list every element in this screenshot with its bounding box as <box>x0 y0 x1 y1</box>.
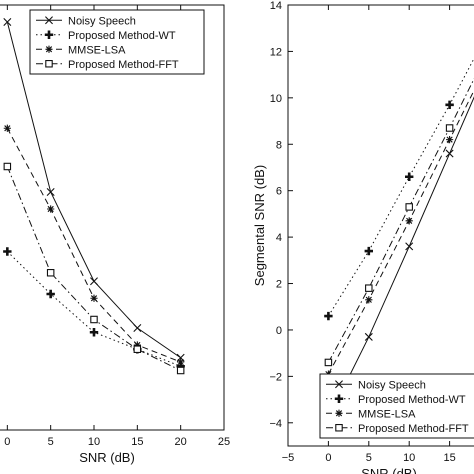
data-point <box>133 324 142 332</box>
data-point <box>177 358 185 366</box>
y-tick-label: 14 <box>270 0 282 12</box>
plot-frame <box>0 4 225 431</box>
legend-label-2: MMSE-LSA <box>68 44 126 56</box>
data-point <box>324 311 333 321</box>
plot-area <box>324 57 474 423</box>
data-point <box>405 203 413 211</box>
series-line-1 <box>327 57 474 317</box>
data-point <box>133 345 142 353</box>
data-point <box>3 18 12 26</box>
data-point <box>3 162 12 171</box>
legend-label-0: Noisy Speech <box>68 15 136 27</box>
legend-label-1: Proposed Method-WT <box>68 30 176 42</box>
x-tick-label: 10 <box>403 452 415 464</box>
y-tick-label: 12 <box>270 46 282 58</box>
data-point <box>46 289 55 299</box>
legend-marker-1 <box>44 30 54 39</box>
data-point <box>90 294 98 302</box>
y-tick-label: 10 <box>270 93 282 105</box>
data-point <box>446 136 454 144</box>
data-point <box>364 246 373 256</box>
x-tick-label: 0 <box>4 436 10 448</box>
data-point <box>47 205 55 213</box>
legend-marker-0 <box>45 16 53 25</box>
x-tick-label: 5 <box>48 436 54 448</box>
y-tick-label: 6 <box>276 186 282 198</box>
y-tick-label: 8 <box>276 139 282 151</box>
legend-marker-1 <box>334 394 344 403</box>
data-point <box>405 217 413 225</box>
x-tick-label: 0 <box>325 452 331 464</box>
series-line-2 <box>6 128 181 363</box>
y-tick-label: 0 <box>276 325 282 337</box>
legend-marker-2 <box>45 45 53 53</box>
legend-label-1: Proposed Method-WT <box>358 394 466 406</box>
data-point <box>3 247 12 256</box>
x-tick-label: 25 <box>218 436 230 448</box>
data-point <box>405 242 414 251</box>
x-tick-label: −5 <box>282 452 295 464</box>
y-tick-label: 2 <box>276 279 282 291</box>
legend-marker-2 <box>335 409 343 417</box>
legend-marker-3 <box>45 59 53 68</box>
legend-marker-3 <box>335 423 343 432</box>
data-point <box>46 188 55 196</box>
y-tick-label: −4 <box>269 418 282 430</box>
series-line-3 <box>327 77 474 363</box>
data-point <box>3 124 11 132</box>
x-tick-label: 15 <box>443 452 455 464</box>
data-point <box>46 268 55 277</box>
plot-area <box>3 18 185 375</box>
y-axis-title: Segmental SNR (dB) <box>252 165 267 286</box>
x-tick-label: 20 <box>175 436 187 448</box>
legend-label-0: Noisy Speech <box>358 379 426 391</box>
data-point <box>133 341 141 349</box>
legend-label-3: Proposed Method-FFT <box>68 59 179 71</box>
data-point <box>365 284 373 292</box>
legend-label-3: Proposed Method-FFT <box>358 423 469 435</box>
data-point <box>365 296 373 304</box>
legend-label-2: MMSE-LSA <box>358 408 416 420</box>
data-point <box>90 315 98 324</box>
x-tick-label: 15 <box>131 436 143 448</box>
data-point <box>445 124 454 132</box>
data-point <box>405 172 414 181</box>
series-line-1 <box>6 251 181 367</box>
chart-right: −5 0 5 10 15 −4 −2 0 2 4 6 8 10 12 14 SNR (dB) Segmental… <box>252 0 474 474</box>
legend-marker-0 <box>335 380 343 389</box>
data-point <box>445 149 454 158</box>
x-tick-label: 5 <box>366 452 372 464</box>
plot-frame <box>287 4 474 447</box>
data-point <box>90 277 98 286</box>
data-point <box>364 332 373 341</box>
data-point <box>324 358 333 367</box>
y-tick-label: 4 <box>276 232 282 244</box>
series-line-0 <box>327 96 474 419</box>
chart-left: 0 5 10 15 20 25 SNR (dB) Noisy Speech Proposed M… <box>0 4 230 465</box>
data-point <box>89 328 99 337</box>
data-point <box>176 366 185 375</box>
x-axis-title: SNR (dB) <box>79 450 135 465</box>
x-axis-title: SNR (dB) <box>361 466 417 474</box>
y-tick-label: −2 <box>269 371 282 383</box>
x-tick-label: 10 <box>88 436 100 448</box>
data-point <box>445 100 454 110</box>
